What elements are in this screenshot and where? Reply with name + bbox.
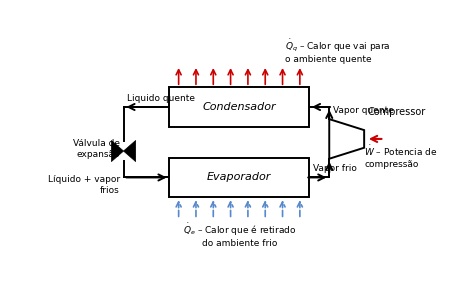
Text: Vapor frio: Vapor frio (313, 164, 356, 173)
Bar (169, 87, 309, 127)
Text: Condensador: Condensador (202, 102, 276, 112)
Text: Válvula de
expansão: Válvula de expansão (73, 139, 120, 158)
Text: Liquido quente: Liquido quente (127, 94, 195, 103)
Polygon shape (124, 140, 136, 162)
Text: Vapor quente: Vapor quente (333, 106, 394, 115)
Text: Evaporador: Evaporador (207, 172, 272, 182)
Bar (169, 158, 309, 197)
Polygon shape (111, 140, 124, 162)
Text: $\dot{Q}_e$ – Calor que é retirado
do ambiente frio: $\dot{Q}_e$ – Calor que é retirado do am… (182, 221, 296, 248)
Text: $\dot{W}$ – Potencia de
compressão: $\dot{W}$ – Potencia de compressão (364, 144, 438, 169)
Text: $\dot{Q}_q$ – Calor que vai para
o ambiente quente: $\dot{Q}_q$ – Calor que vai para o ambie… (285, 38, 391, 64)
Text: Compressor: Compressor (368, 107, 426, 117)
Text: Líquido + vapor
frios: Líquido + vapor frios (48, 175, 120, 195)
